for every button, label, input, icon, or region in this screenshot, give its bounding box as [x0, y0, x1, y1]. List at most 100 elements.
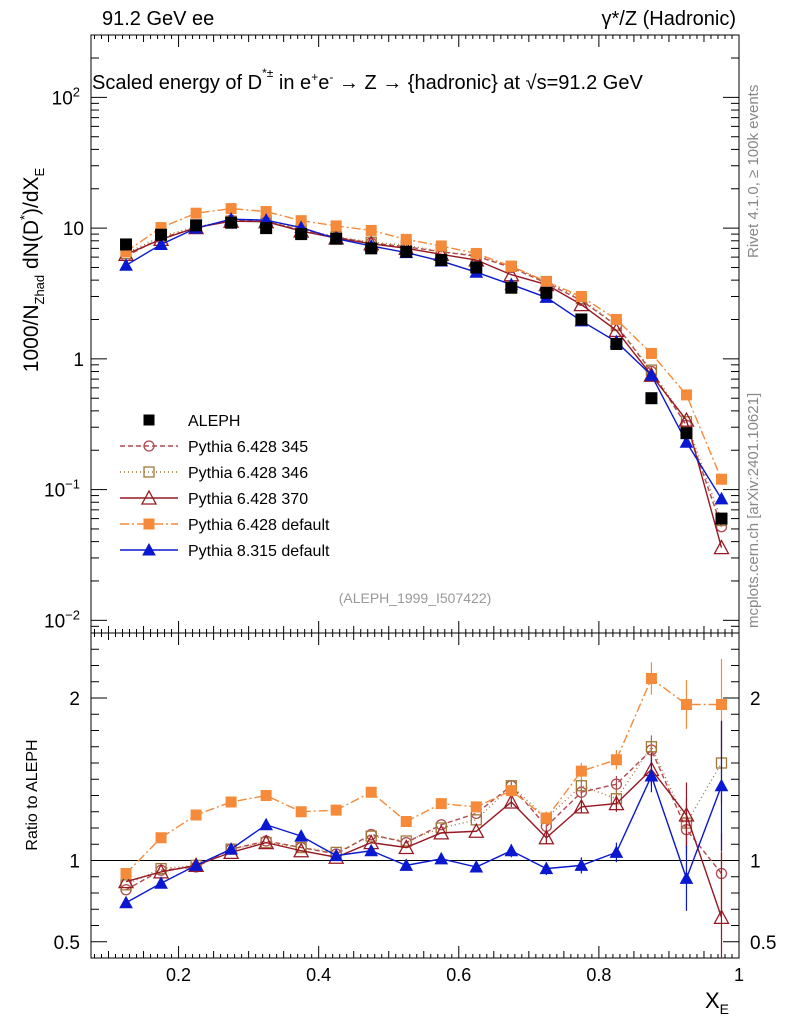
- ratio-y-tick-label-right: 1: [750, 852, 761, 873]
- ratio-point-pythia-6-428-default: [470, 801, 482, 813]
- ratio-point-pythia-6-428-370: [468, 822, 485, 838]
- data-point-aleph: [540, 286, 553, 299]
- ratio-point-pythia-8-315-default: [364, 843, 379, 857]
- data-point-aleph: [435, 254, 448, 267]
- data-point-pythia-6-428-default: [330, 220, 342, 232]
- data-point-pythia-6-428-370: [713, 539, 730, 555]
- data-point-pythia-6-428-default: [470, 247, 482, 259]
- ratio-point-pythia-6-428-370: [433, 824, 450, 840]
- legend-marker-pythia-6-428-370: [140, 489, 158, 505]
- data-point-aleph: [575, 313, 588, 326]
- data-point-aleph: [610, 337, 623, 350]
- ratio-point-pythia-6-428-default: [400, 816, 412, 827]
- ratio-point-pythia-6-428-default: [155, 832, 167, 844]
- ratio-point-pythia-6-428-346: [645, 741, 658, 753]
- data-point-pythia-6-428-370: [678, 411, 695, 427]
- ratio-point-pythia-8-315-default: [434, 851, 449, 865]
- ratio-point-pythia-6-428-default: [330, 804, 342, 816]
- y-tick-label: 10−1: [44, 477, 80, 502]
- ratio-point-pythia-6-428-default: [680, 699, 692, 710]
- ratio-y-tick-label-right: 0.5: [750, 933, 776, 954]
- x-tick-label: 1: [734, 965, 744, 985]
- data-point-aleph: [225, 216, 238, 229]
- data-point-pythia-6-428-default: [610, 313, 622, 325]
- legend-marker-pythia-6-428-default: [143, 518, 155, 530]
- legend-marker-aleph: [143, 414, 155, 426]
- analysis-id-watermark: (ALEPH_1999_I507422): [339, 590, 492, 606]
- y-axis-label: 1000/NZhad dN(D*)/dXE: [17, 167, 47, 372]
- y-tick-label: 102: [52, 84, 80, 109]
- ratio-line-pythia-6-428-370: [125, 768, 723, 918]
- ratio-point-pythia-6-428-default: [260, 790, 272, 801]
- ratio-point-pythia-6-428-default: [715, 699, 727, 710]
- legend-marker-pythia-8-315-default: [142, 542, 156, 556]
- legend-label-pythia-6-428-370: Pythia 6.428 370: [188, 491, 308, 508]
- data-point-aleph: [715, 512, 728, 525]
- legend-marker-pythia-6-428-346: [143, 466, 155, 478]
- data-point-pythia-6-428-default: [365, 224, 377, 236]
- ratio-point-pythia-8-315-default: [329, 848, 344, 862]
- ratio-point-pythia-8-315-default: [399, 858, 414, 871]
- ratio-point-pythia-6-428-default: [295, 806, 307, 818]
- legend-label-pythia-6-428-346: Pythia 6.428 346: [188, 465, 308, 482]
- ratio-point-pythia-6-428-346: [365, 830, 377, 842]
- ratio-point-pythia-6-428-default: [190, 809, 202, 821]
- ratio-point-pythia-6-428-370: [117, 873, 135, 889]
- ratio-point-pythia-6-428-370: [678, 806, 695, 822]
- data-point-pythia-8-315-default: [714, 491, 729, 505]
- header-left: 91.2 GeV ee: [102, 8, 215, 30]
- data-point-pythia-6-428-default: [645, 347, 657, 359]
- ratio-point-pythia-6-428-370: [713, 909, 730, 925]
- data-point-aleph: [120, 238, 133, 251]
- data-point-aleph: [470, 261, 483, 274]
- data-point-pythia-6-428-default: [680, 389, 692, 401]
- y-tick-label: 10: [63, 219, 84, 240]
- chart-title: Scaled energy of D*± in e+e- → Z → {hadr…: [92, 66, 643, 94]
- data-point-aleph: [645, 392, 658, 405]
- ratio-point-pythia-6-428-default: [610, 754, 622, 766]
- ratio-point-pythia-8-315-default: [504, 843, 519, 857]
- ratio-y-axis-label: Ratio to ALEPH: [24, 739, 41, 850]
- ratio-line-pythia-6-428-345: [125, 748, 723, 891]
- data-point-pythia-6-428-default: [435, 240, 447, 252]
- series-line-pythia-6-428-default: [125, 207, 723, 480]
- data-point-pythia-6-428-default: [400, 233, 412, 245]
- ratio-point-pythia-6-428-370: [503, 793, 520, 809]
- x-axis-label: XE: [705, 988, 729, 1017]
- ratio-point-pythia-6-428-default: [225, 796, 237, 808]
- ratio-y-tick-label-right: 2: [750, 689, 761, 710]
- ratio-line-pythia-8-315-default: [125, 774, 723, 904]
- ratio-point-pythia-6-428-370: [398, 839, 415, 855]
- mcplots-source-note: mcplots.cern.ch [arXiv:2401.10621]: [745, 392, 762, 628]
- ratio-point-pythia-6-428-default: [435, 798, 447, 810]
- ratio-point-pythia-6-428-default: [575, 765, 587, 777]
- ratio-point-pythia-6-428-370: [293, 842, 310, 858]
- ratio-point-pythia-8-315-default: [294, 829, 309, 842]
- ratio-point-pythia-8-315-default: [224, 842, 238, 855]
- ratio-y-tick-label: 0.5: [54, 933, 80, 954]
- data-point-aleph: [400, 245, 413, 258]
- legend-marker-pythia-6-428-345: [143, 440, 155, 452]
- ratio-point-pythia-6-428-default: [645, 673, 657, 684]
- data-point-aleph: [295, 228, 308, 241]
- data-point-pythia-8-315-default: [154, 237, 168, 250]
- data-point-aleph: [155, 228, 168, 241]
- data-point-pythia-6-428-default: [575, 290, 587, 302]
- ratio-point-pythia-8-315-default: [714, 778, 729, 792]
- ratio-y-tick-label: 1: [69, 852, 80, 873]
- data-point-aleph: [680, 427, 693, 440]
- ratio-point-pythia-8-315-default: [679, 871, 694, 884]
- legend-label-pythia-8-315-default: Pythia 8.315 default: [188, 543, 330, 560]
- legend-label-pythia-6-428-default: Pythia 6.428 default: [188, 517, 330, 534]
- data-point-pythia-8-315-default: [644, 368, 659, 381]
- ratio-point-pythia-8-315-default: [154, 876, 168, 889]
- ratio-point-pythia-8-315-default: [469, 859, 484, 873]
- ratio-point-pythia-6-428-370: [573, 798, 590, 814]
- ratio-line-pythia-6-428-default: [125, 677, 722, 874]
- ratio-point-pythia-6-428-346: [400, 835, 412, 847]
- y-tick-label: 10−2: [44, 607, 80, 632]
- data-point-pythia-6-428-default: [505, 260, 517, 272]
- data-point-pythia-6-428-default: [225, 203, 237, 215]
- y-tick-label: 1: [73, 350, 84, 371]
